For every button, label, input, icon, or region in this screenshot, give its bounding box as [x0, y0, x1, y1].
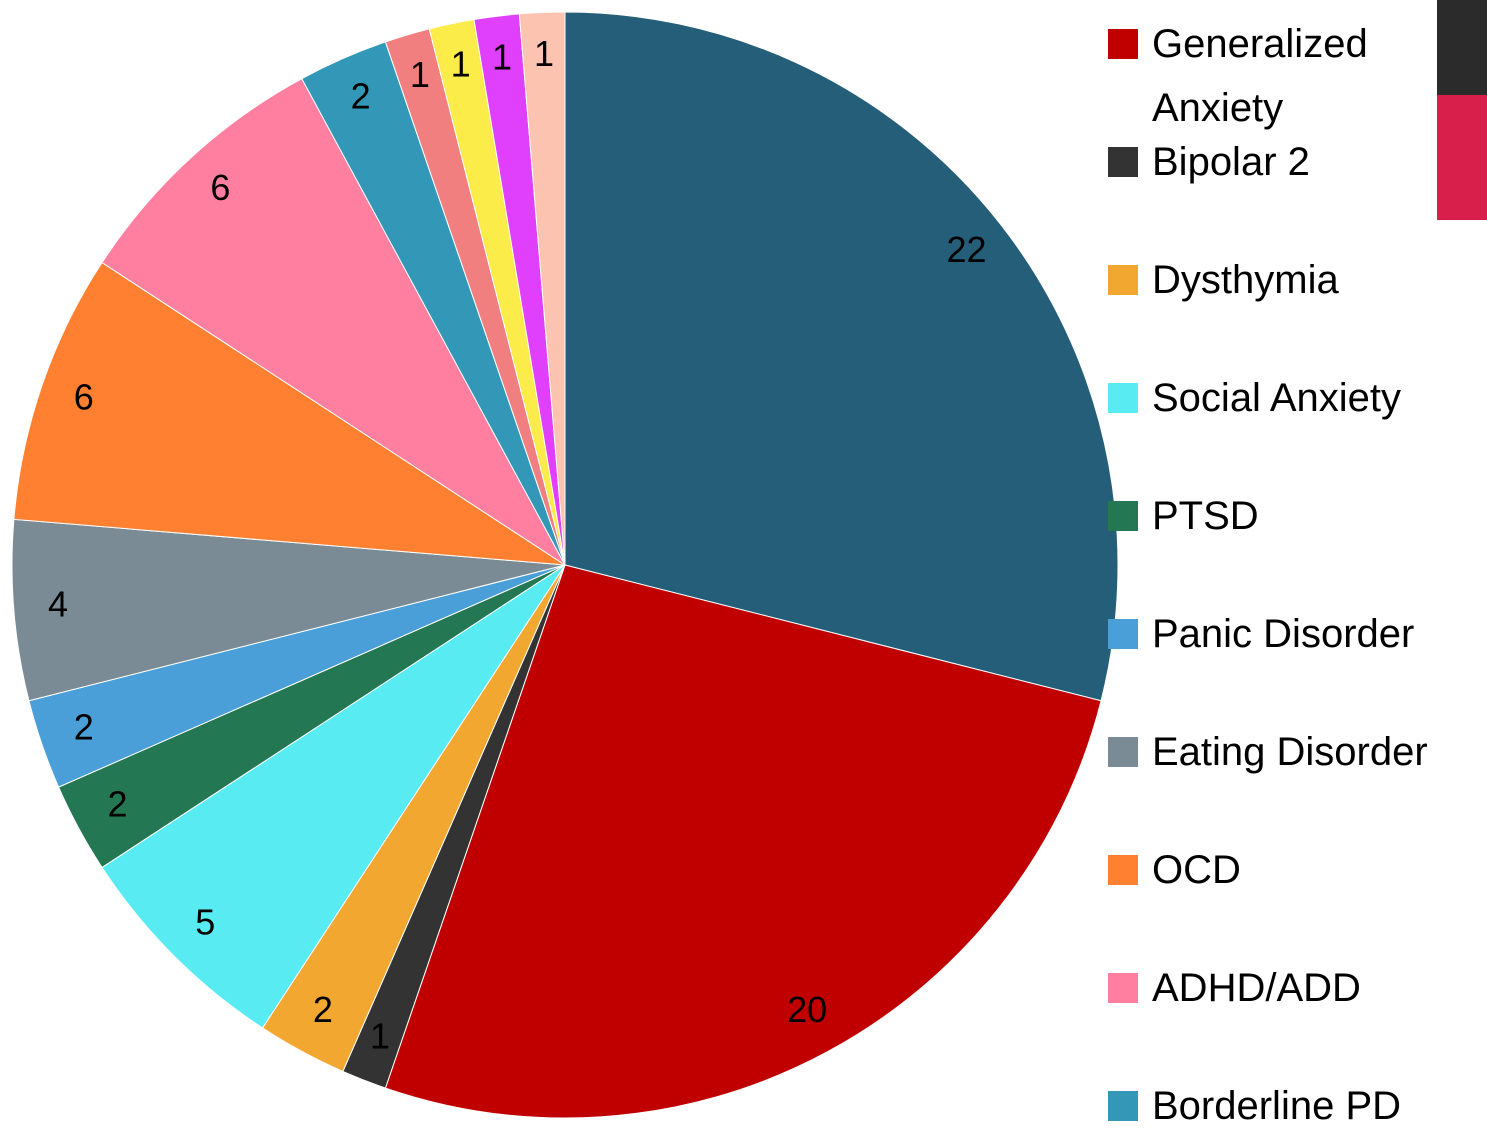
legend-item: Dysthymia [1108, 248, 1478, 312]
legend-swatch [1108, 973, 1138, 1003]
legend-label: OCD [1152, 848, 1241, 892]
legend-swatch [1108, 383, 1138, 413]
legend-swatch [1108, 501, 1138, 531]
pie-slice [11, 518, 566, 702]
legend-item: OCD [1108, 838, 1478, 902]
data-label: 1 [410, 54, 430, 95]
pie-slice [101, 564, 566, 1029]
legend-item: PTSD [1108, 484, 1478, 548]
legend-swatch [1108, 855, 1138, 885]
data-label: 1 [451, 44, 471, 85]
data-label: 20 [787, 989, 827, 1030]
legend-swatch [1108, 1091, 1138, 1121]
legend-item: Panic Disorder [1108, 602, 1478, 666]
legend-item: Eating Disorder [1108, 720, 1478, 784]
legend-label: PTSD [1152, 494, 1259, 538]
legend-label: Panic Disorder [1152, 612, 1415, 656]
logo-dark [1437, 0, 1487, 95]
legend-swatch [1108, 619, 1138, 649]
legend-item: Social Anxiety [1108, 366, 1478, 430]
legend-label: Generalized Anxiety [1152, 22, 1368, 130]
pie-slice [564, 11, 1119, 702]
legend-label: Borderline PD [1152, 1084, 1402, 1128]
pie-slice [101, 77, 566, 566]
data-label: 2 [108, 784, 128, 825]
legend-item: Bipolar 2 [1108, 130, 1478, 194]
data-label: 1 [492, 37, 512, 78]
legend-item: ADHD/ADD [1108, 956, 1478, 1020]
legend-label: Dysthymia [1152, 258, 1339, 302]
legend-item: Borderline PD [1108, 1074, 1478, 1138]
pie-slice [13, 261, 566, 566]
data-label: 6 [210, 167, 230, 208]
legend-swatch [1108, 265, 1138, 295]
data-label: 2 [313, 989, 333, 1030]
legend-label: Social Anxiety [1152, 376, 1402, 420]
pie-slice [518, 11, 566, 566]
legend-swatch [1108, 29, 1138, 59]
legend-swatch [1108, 147, 1138, 177]
data-label: 5 [195, 901, 215, 942]
legend-item: Generalized Anxiety [1108, 12, 1478, 140]
legend-label: Bipolar 2 [1152, 140, 1310, 184]
legend-swatch [1108, 737, 1138, 767]
legend-label: Eating Disorder [1152, 730, 1428, 774]
data-label: 22 [946, 229, 986, 270]
data-label: 2 [351, 76, 371, 117]
data-label: 1 [534, 33, 554, 74]
pie-slice [384, 564, 1102, 1119]
logo-red [1437, 95, 1487, 220]
data-label: 2 [74, 707, 94, 748]
data-label: 4 [48, 584, 68, 625]
legend-label: ADHD/ADD [1152, 966, 1361, 1010]
data-label: 6 [74, 376, 94, 417]
data-label: 1 [370, 1015, 390, 1056]
